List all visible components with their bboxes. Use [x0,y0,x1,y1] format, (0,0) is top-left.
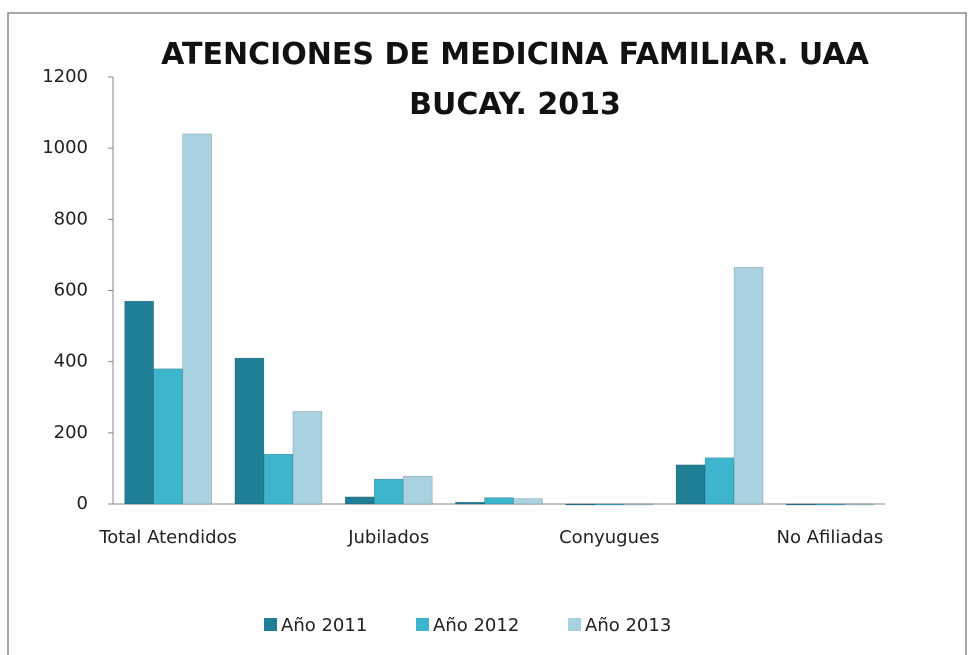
legend-swatch [568,618,581,631]
y-tick-label: 1200 [42,66,88,87]
bar [815,503,845,506]
y-tick-label: 200 [54,422,88,443]
legend-label: Año 2012 [433,615,519,636]
bar [786,503,816,506]
bar [623,503,654,506]
bar [484,497,514,505]
x-tick-label: Jubilados [347,527,429,548]
y-tick-label: 1000 [42,137,88,158]
chart-frame [7,12,967,655]
bar [344,496,375,505]
y-tick-label: 0 [77,493,88,514]
legend-label: Año 2011 [281,615,367,636]
bar [675,464,706,505]
legend-swatch [264,618,277,631]
bar [182,133,212,505]
bar [153,368,183,505]
bar [594,503,625,506]
bar [373,478,404,505]
bar [844,503,874,506]
bar [292,411,323,505]
legend-label: Año 2013 [585,615,671,636]
legend-swatch [416,618,429,631]
bar [704,457,735,505]
bar [733,267,764,505]
bar [402,475,433,505]
x-tick-label: Conyugues [559,527,659,548]
bar [565,503,596,506]
x-tick-label: Total Atendidos [98,527,237,548]
y-tick-label: 600 [54,280,88,301]
bar [234,357,265,505]
bar [263,453,294,505]
y-tick-label: 400 [54,351,88,372]
y-tick-label: 800 [54,208,88,229]
bar [513,498,543,505]
chart-title: ATENCIONES DE MEDICINA FAMILIAR. UAA BUC… [161,37,869,122]
bar [455,501,485,505]
x-tick-label: No Afiliadas [776,527,883,548]
bar [124,300,154,505]
